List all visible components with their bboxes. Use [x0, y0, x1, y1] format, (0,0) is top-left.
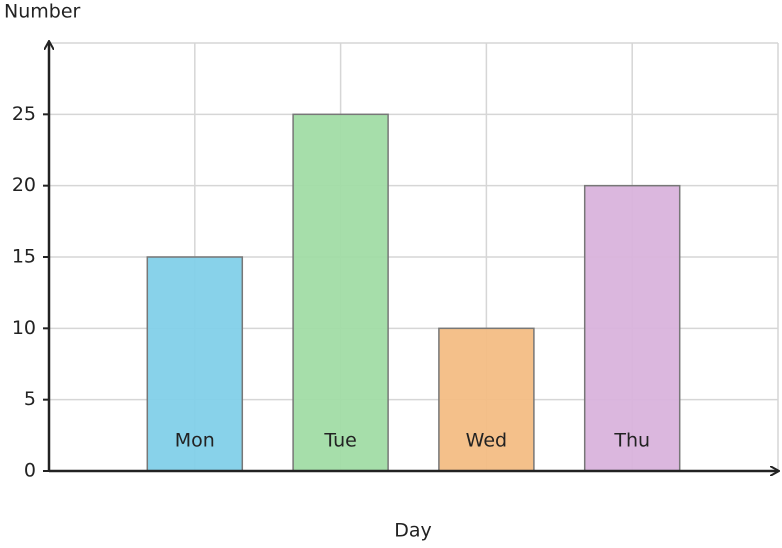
bar	[583, 184, 681, 472]
x-tick-label: Tue	[323, 430, 356, 452]
y-tick-label: 0	[24, 460, 36, 482]
y-tick-label: 20	[12, 174, 36, 196]
bar	[146, 256, 244, 472]
x-axis-label: Day	[394, 520, 432, 542]
x-tick-label: Mon	[175, 430, 215, 452]
x-tick-label: Wed	[466, 430, 507, 452]
y-tick-label: 25	[12, 103, 36, 125]
plot: 0 5 10 15 20 25 Mon Tue Wed Thu	[12, 43, 778, 482]
y-tick-label: 10	[12, 317, 36, 339]
bar	[292, 113, 389, 472]
bar	[438, 327, 535, 472]
y-tick-label: 15	[12, 246, 36, 268]
x-tick-label: Thu	[613, 430, 650, 452]
y-axis-label: Number	[4, 1, 81, 23]
y-tick-label: 5	[24, 388, 36, 410]
